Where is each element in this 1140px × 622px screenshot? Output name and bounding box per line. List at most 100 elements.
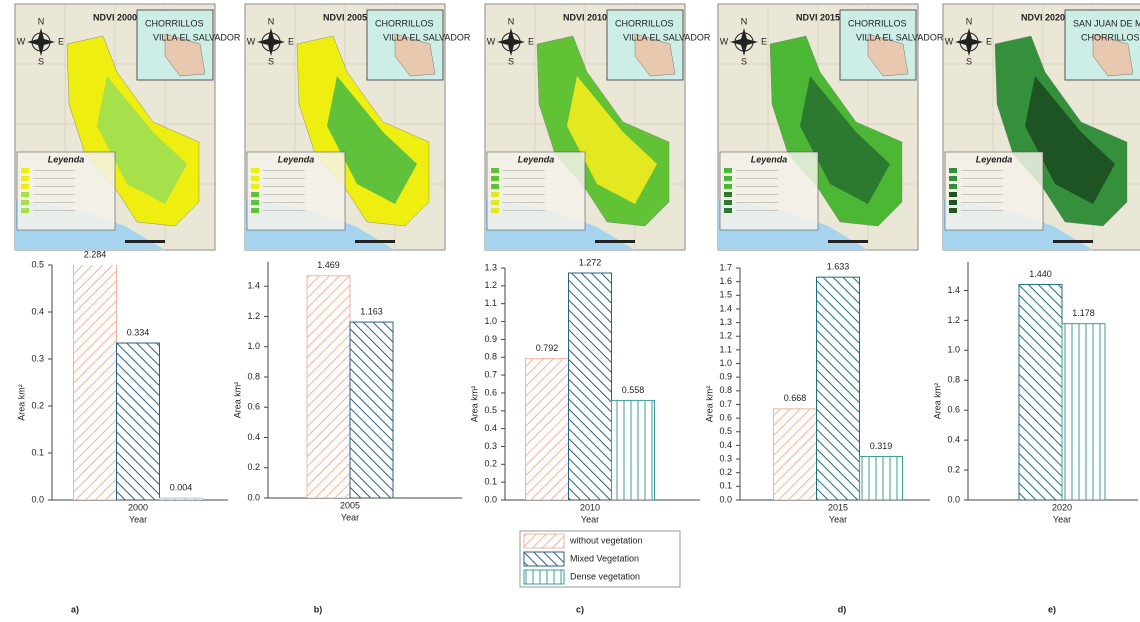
bar [1018,283,1063,500]
legend-label: Dense vegetation [570,571,640,581]
inset-district [1092,33,1134,77]
value-label: 1.178 [1072,308,1095,318]
compass-letter: N [741,16,748,26]
y-tick-label: 1.5 [719,290,732,300]
place-label: CHORRILLOS [848,18,907,28]
compass-letter: S [268,56,274,66]
map-legend [944,151,1044,231]
legend-swatch [491,184,499,189]
y-tick-label: 0.0 [31,494,44,504]
y-tick-label: 1.2 [247,311,260,321]
legend-swatch [251,184,259,189]
y-tick-label: 0.0 [247,492,260,502]
value-label: 1.633 [827,262,850,272]
y-tick-label: 0.5 [484,405,497,415]
y-tick-label: 1.4 [947,285,960,295]
x-axis-label: Year [1053,514,1071,524]
panel-label: e) [1048,604,1056,614]
y-axis-label: Area km² [16,384,26,421]
scale-bar [125,240,165,243]
place-label: VILLA EL SALVADOR [383,32,471,42]
compass-letter: S [741,56,747,66]
x-axis-label: Year [581,514,599,524]
map-legend [16,151,116,231]
y-tick-label: 1.6 [719,276,732,286]
study-area-class [97,76,187,204]
place-label: SAN JUAN DE MIRAFLORES [1073,18,1140,28]
x-axis-label: Year [341,512,359,522]
y-tick-label: 1.2 [484,280,497,290]
legend-swatch [724,184,732,189]
value-label: 2.284 [84,249,107,259]
legend-swatch [949,208,957,213]
map-legend-title: Leyenda [976,154,1013,164]
compass-letter: W [487,36,496,46]
x-tick-label: 2000 [128,502,148,512]
y-tick-label: 0.0 [947,494,960,504]
value-label: 1.469 [317,260,340,270]
compass-letter: N [508,16,515,26]
y-tick-label: 0.1 [31,447,44,457]
value-label: 1.163 [360,306,383,316]
y-tick-label: 0.7 [719,399,732,409]
place-label: VILLA EL SALVADOR [623,32,711,42]
compass-rose [955,28,983,56]
y-tick-label: 1.4 [247,281,260,291]
map-title: NDVI 2010 [563,12,607,22]
legend-swatch [949,168,957,173]
y-tick-label: 1.0 [947,345,960,355]
scale-bar [595,240,635,243]
y-tick-label: 0.0 [484,494,497,504]
y-tick-label: 0.0 [719,494,732,504]
bar [306,275,351,498]
scale-bar [1053,240,1093,243]
value-label: 0.792 [536,343,559,353]
map-legend [246,151,346,231]
ndvi-map: Leyenda CHORRILLOS VILLA EL SALVADOR NDVI 2… [244,3,471,251]
y-tick-label: 0.4 [719,440,732,450]
legend-swatch [21,192,29,197]
study-area-class [800,76,890,204]
scale-bar [355,240,395,243]
ndvi-map: Leyenda SAN JUAN DE MIRAFLORES CHORRILLOS N… [942,3,1140,251]
legend-swatch [949,176,957,181]
y-tick-label: 0.6 [247,402,260,412]
y-tick-label: 0.5 [31,259,44,269]
map-legend [719,151,819,231]
y-tick-label: 0.6 [484,387,497,397]
y-tick-label: 0.1 [484,477,497,487]
legend-swatch [251,176,259,181]
y-tick-label: 0.9 [484,334,497,344]
map-legend-title: Leyenda [751,154,788,164]
y-tick-label: 1.7 [719,262,732,272]
map-legend-title: Leyenda [518,154,555,164]
compass-rose [730,28,758,56]
compass-letter: S [508,56,514,66]
place-label: CHORRILLOS [375,18,434,28]
bar [73,265,117,500]
y-tick-label: 1.3 [484,262,497,272]
legend-swatch [21,176,29,181]
value-label: 0.004 [170,482,193,492]
place-label: CHORRILLOS [615,18,674,28]
legend-swatch [491,168,499,173]
x-tick-label: 2015 [828,502,848,512]
legend-swatch [724,200,732,205]
compass-letter: N [268,16,275,26]
x-axis-label: Year [129,514,147,524]
y-tick-label: 0.2 [947,464,960,474]
legend-swatch [949,192,957,197]
compass-rose [497,28,525,56]
value-label: 1.440 [1029,269,1052,279]
map-legend-title: Leyenda [48,154,85,164]
inset-district [394,33,436,77]
study-area-class [327,76,417,204]
y-tick-label: 0.3 [719,453,732,463]
legend-swatch [251,200,259,205]
bar [816,276,860,500]
panel-label: d) [838,604,847,614]
y-tick-label: 0.3 [31,353,44,363]
y-tick-label: 1.0 [719,358,732,368]
y-tick-label: 0.5 [719,426,732,436]
